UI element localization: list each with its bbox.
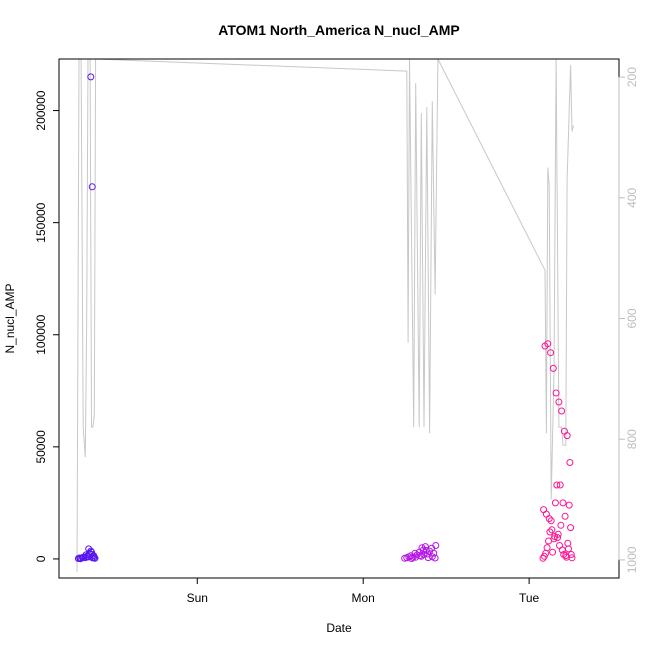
data-point bbox=[82, 551, 90, 559]
y-tick-label: 0 bbox=[34, 555, 48, 562]
data-point bbox=[408, 555, 416, 562]
y-axis-title: N_nucl_AMP bbox=[3, 283, 17, 353]
data-point bbox=[87, 73, 95, 81]
data-point bbox=[424, 554, 432, 562]
y-tick-label: 50000 bbox=[34, 430, 48, 464]
data-point bbox=[543, 544, 551, 552]
right-tick-label: 1000 bbox=[625, 546, 639, 573]
right-tick-label: 200 bbox=[625, 67, 639, 87]
data-point bbox=[90, 554, 98, 562]
data-point bbox=[561, 512, 569, 520]
plot-frame bbox=[58, 58, 620, 579]
line-series bbox=[76, 59, 574, 573]
x-tick-label: Mon bbox=[352, 591, 375, 605]
data-point bbox=[553, 481, 561, 489]
line-series-group bbox=[76, 59, 574, 573]
chart-title: ATOM1 North_America N_nucl_AMP bbox=[218, 22, 459, 38]
data-point bbox=[567, 551, 575, 558]
y-tick-label: 150000 bbox=[34, 202, 48, 242]
data-point bbox=[549, 548, 557, 556]
y-tick-label: 200000 bbox=[34, 90, 48, 130]
data-point bbox=[422, 546, 430, 554]
data-point bbox=[556, 481, 564, 489]
right-tick-label: 800 bbox=[625, 429, 639, 449]
data-point bbox=[568, 554, 576, 562]
scatter-group bbox=[74, 73, 576, 563]
data-point bbox=[559, 499, 567, 507]
data-point bbox=[86, 550, 94, 558]
data-point bbox=[564, 539, 572, 547]
data-point bbox=[557, 521, 565, 529]
data-point bbox=[552, 389, 560, 397]
data-point bbox=[563, 432, 571, 440]
y-tick-label: 100000 bbox=[34, 314, 48, 354]
data-point bbox=[548, 526, 556, 534]
data-point bbox=[554, 530, 562, 538]
data-point bbox=[412, 553, 420, 561]
data-point bbox=[416, 552, 424, 560]
data-point bbox=[558, 407, 566, 415]
data-point bbox=[430, 549, 438, 557]
data-point bbox=[544, 340, 552, 348]
data-point bbox=[555, 398, 563, 406]
data-point bbox=[554, 534, 561, 542]
data-point bbox=[431, 554, 439, 562]
data-point bbox=[545, 515, 553, 523]
data-point bbox=[421, 543, 429, 551]
data-point bbox=[549, 364, 557, 372]
data-point bbox=[566, 459, 574, 466]
right-tick-label: 600 bbox=[625, 308, 639, 328]
data-point bbox=[546, 528, 554, 536]
right-tick-label: 400 bbox=[625, 187, 639, 207]
data-point bbox=[565, 501, 573, 509]
data-point bbox=[567, 524, 575, 532]
x-tick-label: Sun bbox=[187, 591, 208, 605]
x-tick-label: Tue bbox=[519, 591, 540, 605]
data-point bbox=[565, 545, 572, 553]
data-point bbox=[432, 542, 440, 549]
data-point bbox=[88, 183, 96, 191]
x-axis-title: Date bbox=[326, 621, 352, 635]
data-point bbox=[547, 349, 555, 357]
plot-area: ATOM1 North_America N_nucl_AMP Date N_nucl… bbox=[3, 22, 639, 635]
data-point bbox=[551, 499, 559, 507]
data-point bbox=[547, 517, 555, 525]
